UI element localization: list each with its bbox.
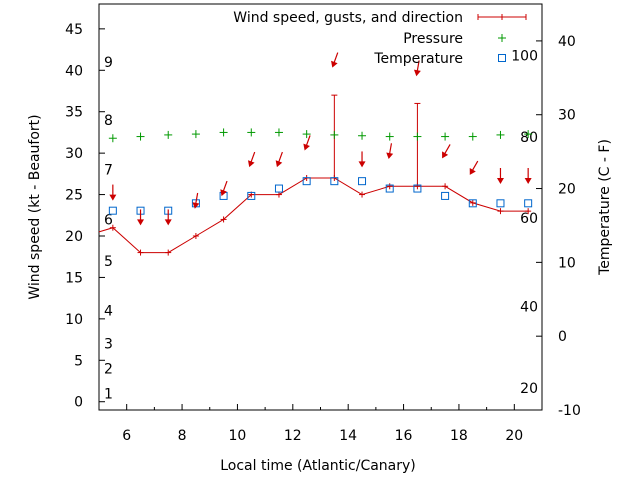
pressure-point	[413, 132, 422, 141]
y2-tick-label: 40	[558, 34, 576, 50]
axis-ticks	[98, 28, 543, 411]
wind-direction-arrow	[303, 135, 311, 151]
legend-symbol	[477, 14, 527, 20]
y-axis-label: Wind speed (kt - Beaufort)	[27, 114, 43, 299]
temperature-point	[441, 191, 450, 200]
beaufort-label: 6	[104, 212, 113, 228]
x-tick-label: 14	[339, 428, 357, 444]
pressure-point	[247, 128, 256, 137]
legend-label: Wind speed, gusts, and direction	[233, 10, 463, 26]
beaufort-label: 4	[104, 304, 113, 320]
temperature-point	[302, 177, 311, 186]
y-tick-label: 10	[65, 312, 83, 328]
pressure-point	[164, 130, 173, 139]
x-axis-label: Local time (Atlantic/Canary)	[220, 458, 416, 474]
y-tick-label: 0	[74, 395, 83, 411]
wind-direction-arrow	[331, 52, 339, 68]
x-tick-label: 10	[229, 428, 247, 444]
y2-tick-label: -10	[558, 403, 581, 419]
fahrenheit-label: 60	[520, 211, 538, 227]
pressure-point	[496, 130, 505, 139]
beaufort-label: 1	[104, 386, 113, 402]
pressure-point	[468, 132, 477, 141]
y-tick-label: 45	[65, 22, 83, 38]
temperature-point	[468, 199, 477, 208]
beaufort-label: 8	[104, 113, 113, 129]
y-tick-label: 20	[65, 229, 83, 245]
fahrenheit-label: 100	[511, 49, 538, 65]
temperature-point	[358, 177, 367, 186]
legend-label: Pressure	[403, 31, 463, 47]
pressure-point	[302, 130, 311, 139]
pressure-point	[385, 132, 394, 141]
temperature-point	[496, 199, 505, 208]
pressure-point	[274, 128, 283, 137]
pressure-point	[441, 132, 450, 141]
tick-labels: 6 8 10 12 14 16 18 20051015202530354045-1001020…	[65, 22, 581, 444]
wind-direction-arrow	[524, 168, 532, 184]
legend-symbol	[498, 54, 506, 62]
wind-direction-arrow	[386, 143, 394, 160]
x-tick-label: 8	[178, 428, 187, 444]
pressure-point	[330, 130, 339, 139]
beaufort-label: 9	[104, 55, 113, 71]
y2-axis-label: Temperature (C - F)	[597, 139, 613, 276]
pressure-point	[524, 130, 533, 139]
y-tick-label: 5	[74, 353, 83, 369]
wind-direction-arrow	[164, 209, 172, 226]
wind-direction-arrow	[220, 180, 228, 197]
temperature-point	[413, 184, 422, 193]
wind-direction-arrow	[109, 184, 117, 201]
pressure-point	[191, 130, 200, 139]
beaufort-label: 3	[104, 337, 113, 353]
y-tick-label: 25	[65, 188, 83, 204]
beaufort-label: 2	[104, 362, 113, 378]
legend-label: Temperature	[373, 51, 463, 67]
y2-tick-label: 10	[558, 255, 576, 271]
pressure-point	[136, 132, 145, 141]
y2-tick-label: 0	[558, 329, 567, 345]
pressure-point	[108, 134, 117, 143]
y2-tick-label: 30	[558, 108, 576, 124]
beaufort-label: 5	[104, 254, 113, 270]
x-tick-label: 18	[450, 428, 468, 444]
fahrenheit-label: 40	[520, 300, 538, 316]
y-tick-label: 40	[65, 63, 83, 79]
wind-direction-arrow	[275, 151, 283, 168]
x-tick-label: 6	[122, 428, 131, 444]
y-tick-label: 30	[65, 146, 83, 162]
beaufort-label: 7	[104, 163, 113, 179]
temperature-point	[108, 206, 117, 215]
temperature-point	[385, 184, 394, 193]
x-tick-label: 16	[395, 428, 413, 444]
fahrenheit-label: 20	[520, 381, 538, 397]
temperature-point	[330, 177, 339, 186]
temperature-point	[274, 184, 283, 193]
pressure-point	[358, 131, 367, 140]
y2-tick-label: 20	[558, 182, 576, 198]
y-tick-label: 35	[65, 105, 83, 121]
temperature-point	[247, 191, 256, 200]
wind-direction-arrow	[413, 60, 421, 77]
series-layer	[98, 52, 533, 256]
fahrenheit-label: 80	[520, 130, 538, 146]
wind-direction-arrow	[496, 168, 504, 184]
legend: Wind speed, gusts, and direction Pressure…	[233, 10, 527, 67]
wind-direction-arrow	[442, 144, 451, 159]
wind-direction-arrow	[247, 151, 256, 168]
wind-direction-arrow	[358, 151, 366, 168]
wind-direction-arrow	[137, 209, 145, 226]
temperature-point	[524, 199, 533, 208]
legend-symbol	[498, 34, 506, 42]
x-tick-label: 12	[284, 428, 302, 444]
y-tick-label: 15	[65, 270, 83, 286]
pressure-point	[219, 128, 228, 137]
wind-direction-arrow	[469, 160, 479, 175]
x-tick-label: 20	[505, 428, 523, 444]
wind-speed-line	[98, 177, 529, 254]
wind-direction-arrow	[192, 192, 200, 209]
